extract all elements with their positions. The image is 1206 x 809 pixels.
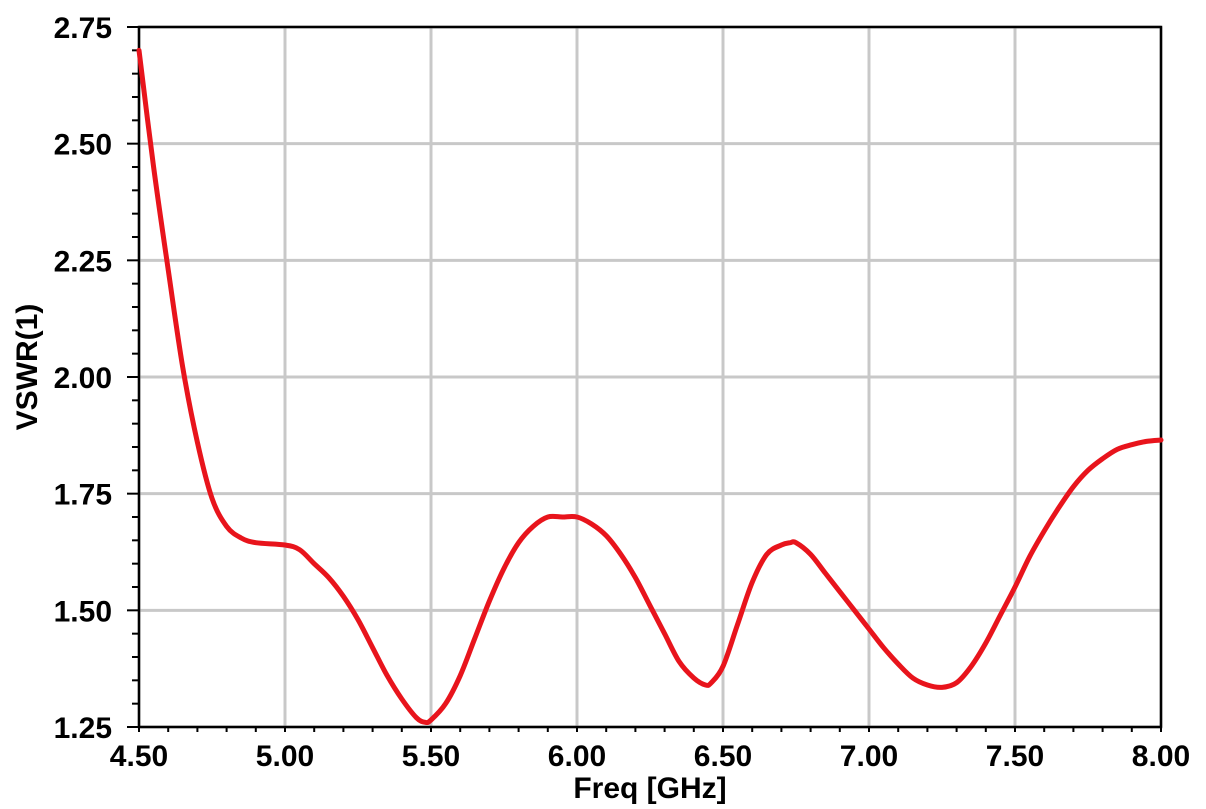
- plot-frame: [137, 25, 1163, 729]
- x-tick-label: 4.50: [110, 740, 168, 773]
- y-tick-label: 1.25: [54, 712, 112, 745]
- series-line: [136, 47, 1164, 726]
- x-tick-label: 5.50: [402, 740, 460, 773]
- x-tick-label: 6.50: [694, 740, 752, 773]
- y-tick-label: 1.50: [54, 595, 112, 628]
- y-tick-label: 2.00: [54, 362, 112, 395]
- x-tick-label: 6.00: [548, 740, 606, 773]
- x-tick-label: 5.00: [256, 740, 314, 773]
- x-tick-labels: 4.50 5.00 5.50 6.00 6.50 7.00 7.50 8.00: [110, 740, 1190, 773]
- x-axis-title: Freq [GHz]: [573, 772, 726, 805]
- y-tick-label: 2.75: [54, 12, 112, 45]
- series-layer: [136, 47, 1164, 726]
- x-tick-label: 7.50: [986, 740, 1044, 773]
- y-tick-label: 2.50: [54, 129, 112, 162]
- y-tick-label: 1.75: [54, 479, 112, 512]
- x-tick-label: 7.00: [840, 740, 898, 773]
- grid: [137, 25, 1163, 729]
- x-tick-label: 8.00: [1132, 740, 1190, 773]
- y-tick-labels: 1.25 1.50 1.75 2.00 2.25 2.50 2.75: [54, 12, 112, 745]
- y-tick-label: 2.25: [54, 245, 112, 278]
- y-axis-title: VSWR(1): [11, 304, 44, 431]
